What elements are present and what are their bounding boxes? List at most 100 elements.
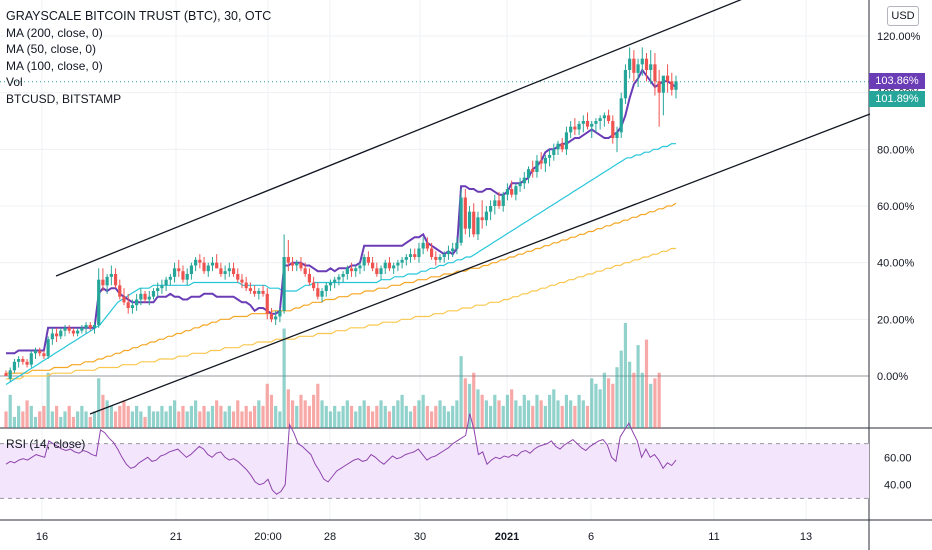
candle-body [611, 121, 615, 138]
candle-body [194, 259, 198, 266]
legend-ma200[interactable]: MA (200, close, 0) [6, 25, 103, 40]
candle-body [387, 262, 392, 269]
last-price-tag: 103.86% [869, 72, 925, 89]
candle [602, 112, 606, 127]
channel-trendlines[interactable] [55, 0, 871, 415]
candle-body [628, 58, 632, 70]
candle-body [623, 70, 628, 99]
volume-bar [181, 405, 185, 428]
rsi-label[interactable]: RSI (14, close) [6, 437, 86, 451]
candle [585, 112, 590, 130]
candle-body [615, 132, 619, 138]
volume-bar [29, 405, 33, 428]
volume-bar [88, 416, 92, 428]
candle-body [661, 75, 665, 93]
volume-bar [202, 405, 206, 428]
ma-line [6, 202, 677, 374]
volume-bar [522, 394, 526, 428]
candle-body [484, 211, 488, 221]
candle-body [366, 257, 370, 263]
volume-bar [156, 411, 160, 428]
candle-body [223, 271, 227, 274]
legend-vol[interactable]: Vol [6, 75, 23, 89]
volume-bar [278, 411, 282, 428]
candle [531, 160, 535, 178]
candle-body [113, 274, 118, 286]
candle-body [71, 330, 76, 334]
candle [17, 356, 21, 368]
volume-bar [434, 405, 438, 428]
candle-body [564, 132, 569, 150]
candle [476, 211, 480, 240]
volume-bar [113, 411, 118, 428]
candle-body [438, 257, 442, 260]
candle-body [619, 98, 623, 133]
volume-bar [4, 411, 8, 428]
candle [590, 121, 594, 138]
candle [396, 259, 400, 272]
volume-bar [472, 372, 476, 428]
candle-body [594, 121, 598, 124]
candle [59, 327, 63, 340]
candle [63, 325, 67, 337]
candle [236, 268, 240, 283]
volume-bar [240, 411, 244, 428]
candle [240, 274, 244, 289]
volume-bar [396, 400, 400, 428]
candle-body [535, 160, 539, 172]
symbol-title[interactable]: GRAYSCALE BITCOIN TRUST (BTC), 30, OTC [6, 9, 272, 23]
candle-body [215, 262, 219, 269]
candle [383, 259, 387, 274]
candle [606, 109, 611, 124]
legend-btcusd[interactable]: BTCUSD, BITSTAMP [6, 91, 122, 106]
volume-bar [425, 405, 429, 428]
candle-body [253, 291, 257, 294]
volume-bar [602, 372, 606, 428]
volume-bar [12, 416, 17, 428]
volume-bar [97, 378, 101, 428]
candle [42, 350, 46, 359]
candle [25, 359, 29, 368]
volume-bar [248, 411, 253, 428]
currency-button[interactable]: USD [887, 6, 919, 26]
candle [286, 240, 290, 272]
candle-body [67, 327, 71, 331]
candle-body [143, 293, 147, 300]
legend-ma50[interactable]: MA (50, close, 0) [6, 42, 97, 56]
candle [451, 242, 455, 257]
candle [50, 327, 54, 345]
candle [38, 347, 42, 357]
candle [135, 293, 139, 311]
candle [488, 200, 493, 221]
candle-body [97, 279, 101, 325]
volume-bar [581, 400, 585, 428]
candle [257, 288, 261, 300]
candle-body [286, 257, 290, 263]
volume-bar [223, 411, 227, 428]
candle-body [282, 257, 286, 311]
candle-body [383, 262, 387, 269]
candle-body [164, 279, 168, 286]
candle-body [354, 268, 358, 272]
candle [674, 75, 678, 99]
volume-bar [484, 400, 488, 428]
candle [295, 259, 299, 272]
volume-bar [404, 405, 408, 428]
volume-bar [446, 411, 451, 428]
candle-body [421, 242, 425, 249]
candle-body [493, 200, 497, 206]
candle [408, 248, 413, 263]
candle [269, 308, 274, 323]
candle [526, 166, 531, 184]
candle [282, 234, 286, 314]
candle-body [467, 211, 472, 229]
candle-body [417, 248, 421, 257]
candle [333, 276, 337, 289]
legend-ma100[interactable]: MA (100, close, 0) [6, 58, 103, 73]
volume-bar [118, 405, 122, 428]
volume-bar [371, 411, 375, 428]
volume-bar [636, 345, 640, 428]
candle [661, 75, 665, 116]
volume-bar [442, 405, 446, 428]
